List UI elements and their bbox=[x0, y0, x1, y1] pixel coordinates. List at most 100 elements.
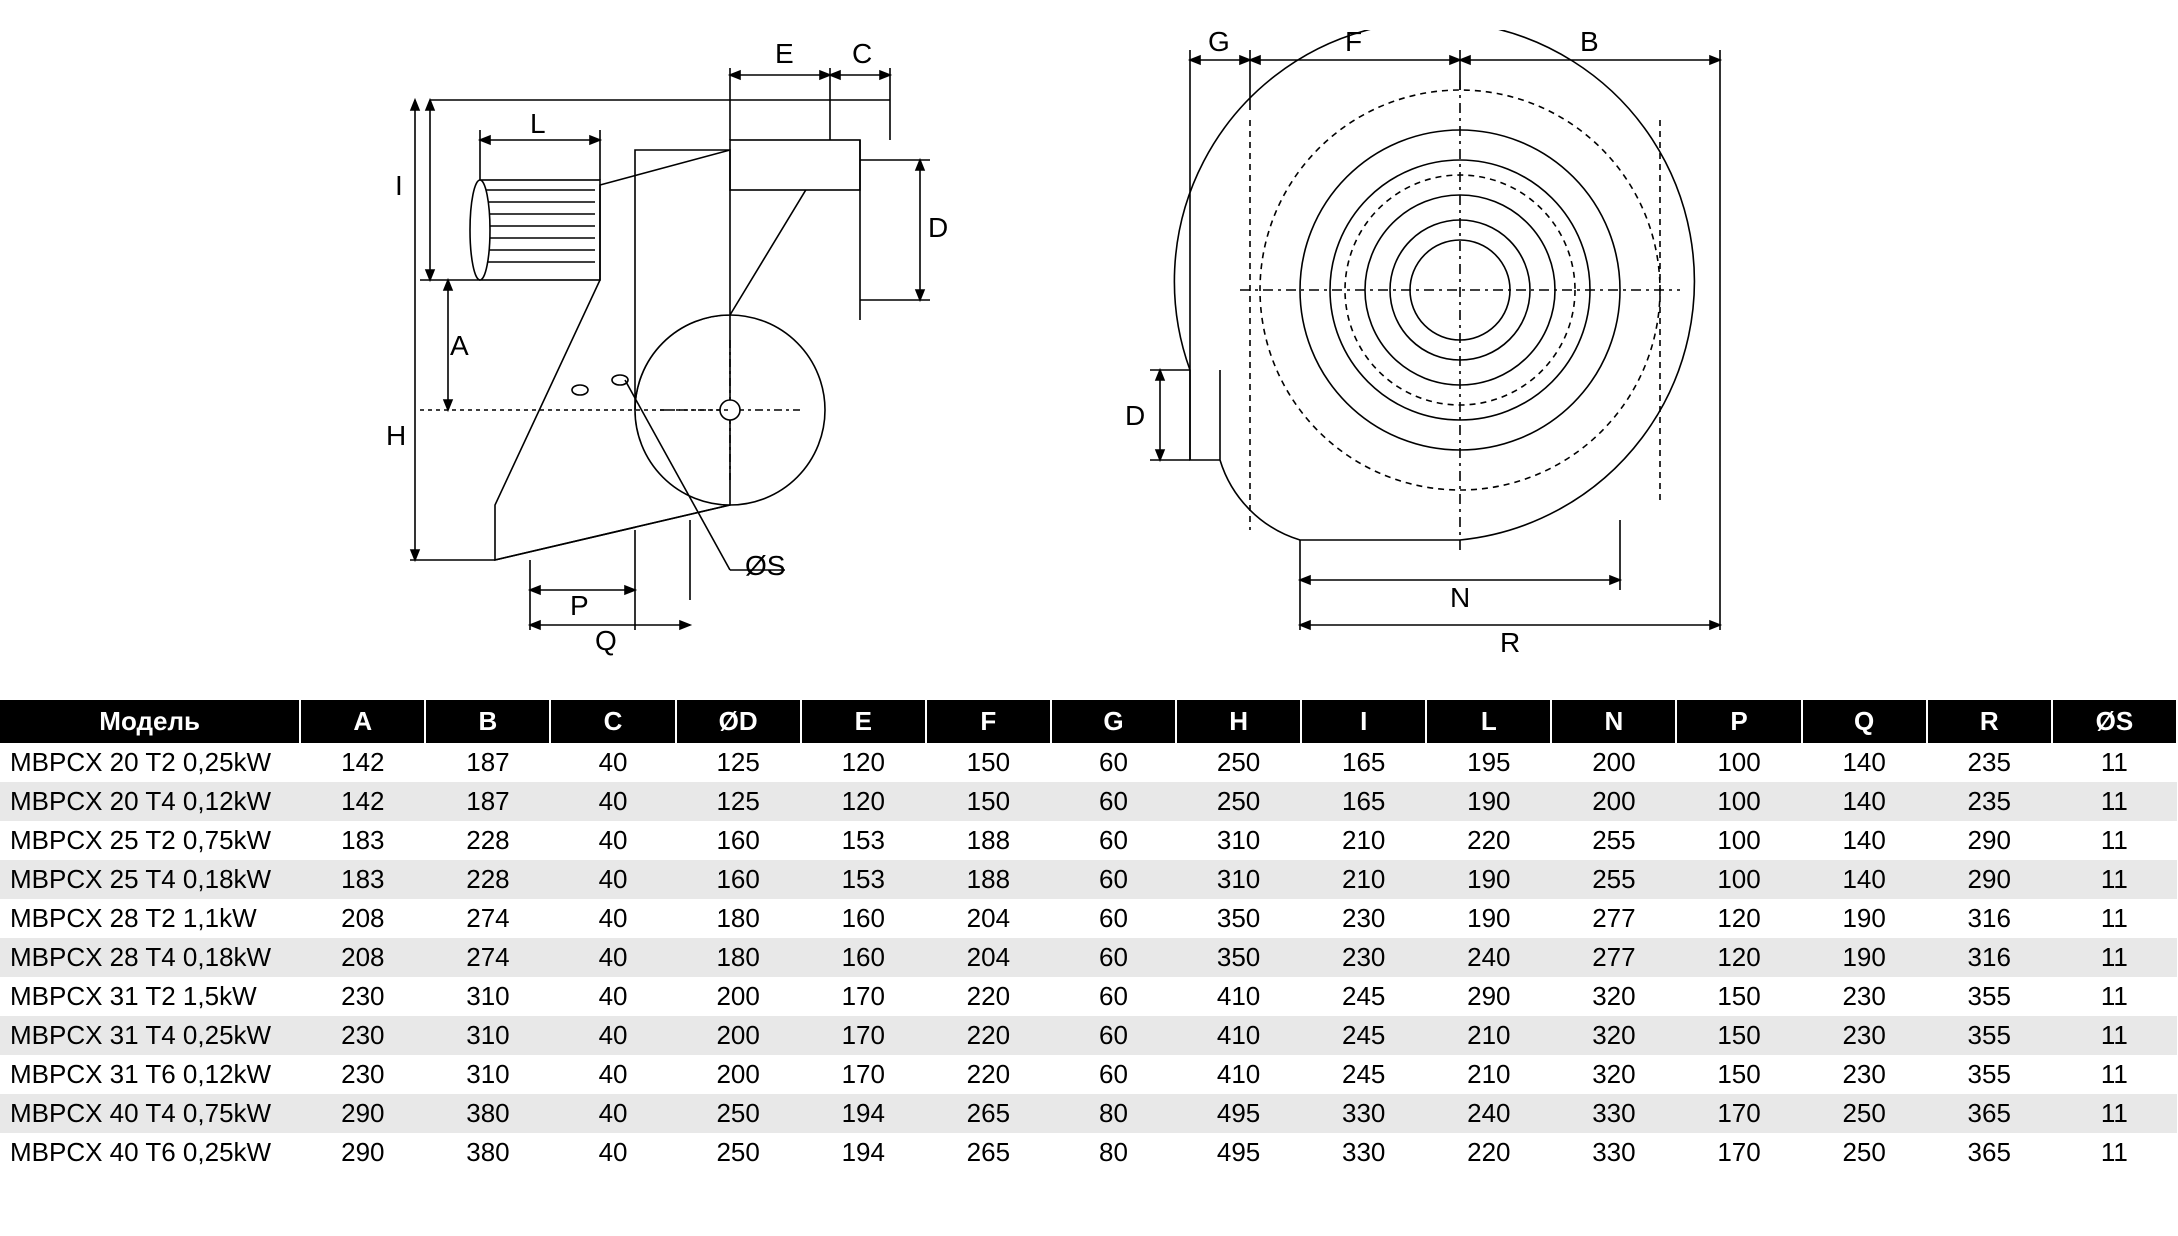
table-cell: 204 bbox=[926, 938, 1051, 977]
table-cell: 100 bbox=[1676, 743, 1801, 782]
table-cell: 355 bbox=[1927, 1055, 2052, 1094]
table-cell: 235 bbox=[1927, 743, 2052, 782]
table-cell: 170 bbox=[801, 1016, 926, 1055]
table-cell: 230 bbox=[1802, 977, 1927, 1016]
table-cell: 11 bbox=[2052, 938, 2177, 977]
table-cell: 316 bbox=[1927, 938, 2052, 977]
table-cell: MBPCX 31 T4 0,25kW bbox=[0, 1016, 300, 1055]
table-cell: 195 bbox=[1426, 743, 1551, 782]
table-cell: 250 bbox=[676, 1133, 801, 1172]
table-row: MBPCX 20 T4 0,12kW1421874012512015060250… bbox=[0, 782, 2177, 821]
table-cell: 187 bbox=[425, 782, 550, 821]
table-cell: 230 bbox=[300, 1016, 425, 1055]
dim-label-l: L bbox=[530, 108, 546, 140]
table-cell: 220 bbox=[926, 977, 1051, 1016]
dim-label-d: D bbox=[928, 212, 948, 244]
table-cell: 187 bbox=[425, 743, 550, 782]
table-cell: 240 bbox=[1426, 1094, 1551, 1133]
table-cell: 495 bbox=[1176, 1094, 1301, 1133]
table-cell: 160 bbox=[676, 860, 801, 899]
diagram-side-view: E C L I A H D P Q ØS bbox=[400, 30, 960, 655]
dim-label-f: F bbox=[1345, 26, 1362, 58]
table-cell: 153 bbox=[801, 821, 926, 860]
table-cell: 125 bbox=[676, 782, 801, 821]
table-cell: 11 bbox=[2052, 821, 2177, 860]
table-header-cell: N bbox=[1551, 700, 1676, 743]
table-cell: 100 bbox=[1676, 782, 1801, 821]
table-cell: 250 bbox=[676, 1094, 801, 1133]
table-cell: 170 bbox=[801, 977, 926, 1016]
spec-table: МодельABCØDEFGHILNPQRØS MBPCX 20 T2 0,25… bbox=[0, 700, 2178, 1172]
table-cell: 40 bbox=[550, 782, 675, 821]
table-cell: 355 bbox=[1927, 977, 2052, 1016]
table-header-cell: C bbox=[550, 700, 675, 743]
table-cell: 80 bbox=[1051, 1133, 1176, 1172]
table-cell: 200 bbox=[676, 1055, 801, 1094]
diagram-front-view: G F B D N R bbox=[1100, 30, 1750, 655]
table-header-cell: ØD bbox=[676, 700, 801, 743]
table-cell: 350 bbox=[1176, 938, 1301, 977]
table-cell: 190 bbox=[1426, 782, 1551, 821]
table-cell: 210 bbox=[1426, 1016, 1551, 1055]
table-cell: 200 bbox=[1551, 743, 1676, 782]
dim-label-q: Q bbox=[595, 625, 617, 657]
table-cell: 165 bbox=[1301, 743, 1426, 782]
table-cell: 208 bbox=[300, 938, 425, 977]
table-cell: 40 bbox=[550, 821, 675, 860]
table-cell: 40 bbox=[550, 1055, 675, 1094]
table-cell: 100 bbox=[1676, 860, 1801, 899]
table-row: MBPCX 25 T2 0,75kW1832284016015318860310… bbox=[0, 821, 2177, 860]
table-cell: 120 bbox=[801, 782, 926, 821]
table-cell: 40 bbox=[550, 977, 675, 1016]
table-cell: 80 bbox=[1051, 1094, 1176, 1133]
table-cell: 60 bbox=[1051, 977, 1176, 1016]
dim-label-n: N bbox=[1450, 582, 1470, 614]
table-row: MBPCX 40 T4 0,75kW2903804025019426580495… bbox=[0, 1094, 2177, 1133]
table-cell: MBPCX 20 T2 0,25kW bbox=[0, 743, 300, 782]
dim-label-a: A bbox=[450, 330, 469, 362]
table-cell: 60 bbox=[1051, 860, 1176, 899]
dim-label-os: ØS bbox=[745, 550, 785, 582]
dim-label-e: E bbox=[775, 38, 794, 70]
table-cell: 365 bbox=[1927, 1094, 2052, 1133]
table-cell: 320 bbox=[1551, 977, 1676, 1016]
table-cell: 60 bbox=[1051, 743, 1176, 782]
table-cell: 142 bbox=[300, 743, 425, 782]
table-cell: 165 bbox=[1301, 782, 1426, 821]
table-cell: 150 bbox=[926, 782, 1051, 821]
table-cell: 410 bbox=[1176, 977, 1301, 1016]
table-cell: 235 bbox=[1927, 782, 2052, 821]
table-cell: 310 bbox=[1176, 821, 1301, 860]
spec-table-head: МодельABCØDEFGHILNPQRØS bbox=[0, 700, 2177, 743]
table-cell: 255 bbox=[1551, 821, 1676, 860]
table-cell: 245 bbox=[1301, 977, 1426, 1016]
table-cell: 120 bbox=[1676, 938, 1801, 977]
table-cell: 60 bbox=[1051, 821, 1176, 860]
table-cell: 183 bbox=[300, 821, 425, 860]
table-cell: 230 bbox=[1802, 1016, 1927, 1055]
side-view-svg bbox=[400, 30, 960, 650]
table-row: MBPCX 31 T4 0,25kW2303104020017022060410… bbox=[0, 1016, 2177, 1055]
table-cell: 190 bbox=[1802, 938, 1927, 977]
dim-label-c: C bbox=[852, 38, 872, 70]
table-cell: 230 bbox=[300, 1055, 425, 1094]
table-cell: 60 bbox=[1051, 899, 1176, 938]
table-cell: 310 bbox=[1176, 860, 1301, 899]
table-header-cell: P bbox=[1676, 700, 1801, 743]
table-cell: 40 bbox=[550, 743, 675, 782]
table-cell: 160 bbox=[676, 821, 801, 860]
dim-label-g: G bbox=[1208, 26, 1230, 58]
table-cell: 495 bbox=[1176, 1133, 1301, 1172]
table-cell: 11 bbox=[2052, 1055, 2177, 1094]
table-cell: 410 bbox=[1176, 1055, 1301, 1094]
table-header-cell: I bbox=[1301, 700, 1426, 743]
table-cell: 250 bbox=[1176, 743, 1301, 782]
table-cell: 274 bbox=[425, 899, 550, 938]
table-cell: 150 bbox=[1676, 1055, 1801, 1094]
table-cell: 277 bbox=[1551, 938, 1676, 977]
table-row: MBPCX 40 T6 0,25kW2903804025019426580495… bbox=[0, 1133, 2177, 1172]
table-header-cell: F bbox=[926, 700, 1051, 743]
table-cell: 11 bbox=[2052, 1094, 2177, 1133]
table-cell: 170 bbox=[1676, 1094, 1801, 1133]
table-cell: 210 bbox=[1301, 821, 1426, 860]
